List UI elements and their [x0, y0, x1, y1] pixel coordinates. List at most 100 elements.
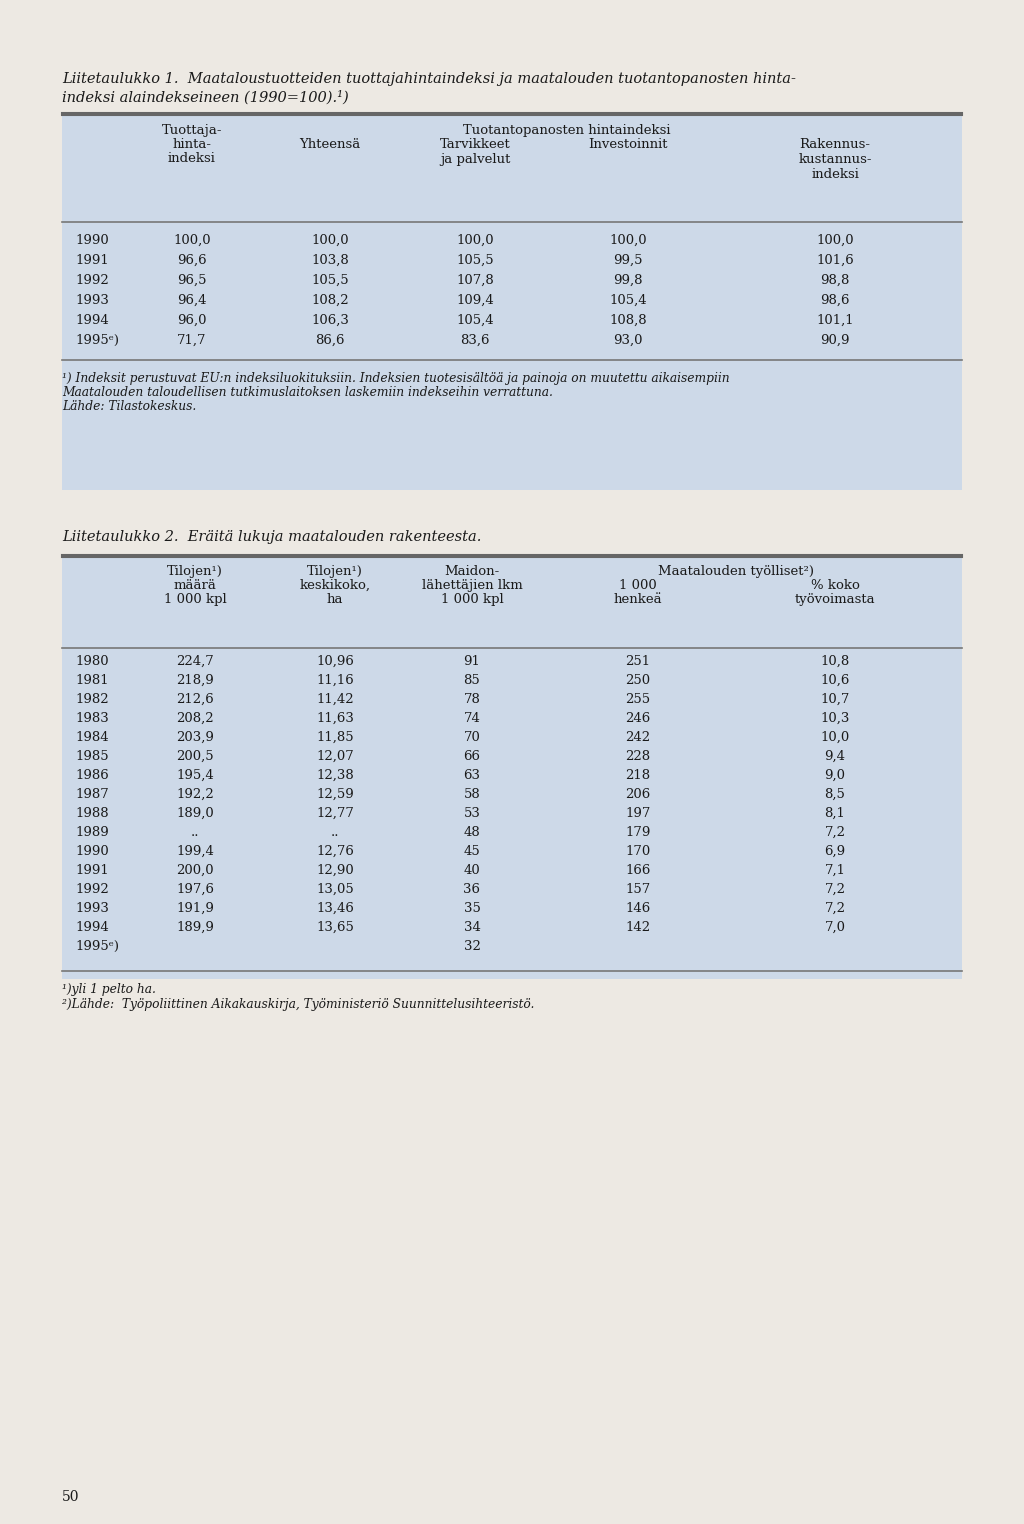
- Text: 179: 179: [626, 826, 650, 840]
- Text: 192,2: 192,2: [176, 788, 214, 802]
- Text: 166: 166: [626, 864, 650, 876]
- Text: 109,4: 109,4: [456, 294, 494, 306]
- Text: 1988: 1988: [75, 808, 109, 820]
- Text: 58: 58: [464, 788, 480, 802]
- Text: 11,16: 11,16: [316, 674, 354, 687]
- Text: 246: 246: [626, 712, 650, 725]
- Text: 170: 170: [626, 844, 650, 858]
- Text: Tuottaja-: Tuottaja-: [162, 123, 222, 137]
- Text: 105,5: 105,5: [456, 255, 494, 267]
- Text: 200,0: 200,0: [176, 864, 214, 876]
- Text: 1993: 1993: [75, 294, 109, 306]
- Text: 255: 255: [626, 693, 650, 706]
- Text: 13,46: 13,46: [316, 902, 354, 914]
- Text: ..: ..: [331, 826, 339, 840]
- Text: 108,2: 108,2: [311, 294, 349, 306]
- Text: 48: 48: [464, 826, 480, 840]
- Text: 108,8: 108,8: [609, 314, 647, 328]
- Text: 1 000 kpl: 1 000 kpl: [164, 593, 226, 607]
- Text: 10,3: 10,3: [820, 712, 850, 725]
- Text: 1983: 1983: [75, 712, 109, 725]
- Text: 203,9: 203,9: [176, 732, 214, 744]
- Text: 7,2: 7,2: [824, 902, 846, 914]
- Text: 218,9: 218,9: [176, 674, 214, 687]
- Text: 189,9: 189,9: [176, 920, 214, 934]
- Text: 250: 250: [626, 674, 650, 687]
- Text: työvoimasta: työvoimasta: [795, 593, 876, 607]
- Text: 66: 66: [464, 750, 480, 764]
- Text: 208,2: 208,2: [176, 712, 214, 725]
- Text: 45: 45: [464, 844, 480, 858]
- Text: 106,3: 106,3: [311, 314, 349, 328]
- Text: 12,77: 12,77: [316, 808, 354, 820]
- Bar: [62, 113, 962, 491]
- Text: hinta-: hinta-: [172, 139, 212, 151]
- Text: 12,38: 12,38: [316, 770, 354, 782]
- Text: 10,96: 10,96: [316, 655, 354, 668]
- Text: 9,4: 9,4: [824, 750, 846, 764]
- Text: 100,0: 100,0: [456, 235, 494, 247]
- Text: 1981: 1981: [75, 674, 109, 687]
- Text: 146: 146: [626, 902, 650, 914]
- Text: 7,2: 7,2: [824, 826, 846, 840]
- Text: ha: ha: [327, 593, 343, 607]
- Text: 1 000 kpl: 1 000 kpl: [440, 593, 504, 607]
- Text: 71,7: 71,7: [177, 334, 207, 347]
- Text: 197,6: 197,6: [176, 882, 214, 896]
- Text: 7,0: 7,0: [824, 920, 846, 934]
- Text: 1991: 1991: [75, 255, 109, 267]
- Text: 86,6: 86,6: [315, 334, 345, 347]
- Text: 12,59: 12,59: [316, 788, 354, 802]
- Text: 11,63: 11,63: [316, 712, 354, 725]
- Text: 100,0: 100,0: [173, 235, 211, 247]
- Text: 40: 40: [464, 864, 480, 876]
- Text: 1 000: 1 000: [620, 579, 656, 591]
- Text: 10,7: 10,7: [820, 693, 850, 706]
- Text: 83,6: 83,6: [460, 334, 489, 347]
- Text: 96,0: 96,0: [177, 314, 207, 328]
- Text: 242: 242: [626, 732, 650, 744]
- Text: 96,4: 96,4: [177, 294, 207, 306]
- Text: 1994: 1994: [75, 314, 109, 328]
- Text: 96,5: 96,5: [177, 274, 207, 287]
- Text: % koko: % koko: [811, 579, 859, 591]
- Text: 10,6: 10,6: [820, 674, 850, 687]
- Text: Tuotantopanosten hintaindeksi: Tuotantopanosten hintaindeksi: [463, 123, 671, 137]
- Text: 10,8: 10,8: [820, 655, 850, 668]
- Text: 34: 34: [464, 920, 480, 934]
- Text: 8,5: 8,5: [824, 788, 846, 802]
- Text: Tilojen¹): Tilojen¹): [307, 565, 362, 578]
- Text: 218: 218: [626, 770, 650, 782]
- Text: 251: 251: [626, 655, 650, 668]
- Text: Maatalouden taloudellisen tutkimuslaitoksen laskemiin indekseihin verrattuna.: Maatalouden taloudellisen tutkimuslaitok…: [62, 386, 553, 399]
- Text: henkeä: henkeä: [613, 593, 663, 607]
- Text: 1991: 1991: [75, 864, 109, 876]
- Text: 157: 157: [626, 882, 650, 896]
- Text: 103,8: 103,8: [311, 255, 349, 267]
- Text: 199,4: 199,4: [176, 844, 214, 858]
- Text: 9,0: 9,0: [824, 770, 846, 782]
- Text: 74: 74: [464, 712, 480, 725]
- Text: Investoinnit: Investoinnit: [588, 139, 668, 151]
- Text: 6,9: 6,9: [824, 844, 846, 858]
- Text: Maatalouden työlliset²): Maatalouden työlliset²): [658, 565, 814, 578]
- Text: keskikoko,: keskikoko,: [299, 579, 371, 591]
- Text: 12,76: 12,76: [316, 844, 354, 858]
- Text: 99,8: 99,8: [613, 274, 643, 287]
- Text: 100,0: 100,0: [816, 235, 854, 247]
- Text: Lähde: Tilastokeskus.: Lähde: Tilastokeskus.: [62, 399, 197, 413]
- Text: 99,5: 99,5: [613, 255, 643, 267]
- Text: 1984: 1984: [75, 732, 109, 744]
- Text: 1992: 1992: [75, 274, 109, 287]
- Text: lähettäjien lkm: lähettäjien lkm: [422, 579, 522, 591]
- Text: Yhteensä: Yhteensä: [299, 139, 360, 151]
- Text: 98,6: 98,6: [820, 294, 850, 306]
- Text: 195,4: 195,4: [176, 770, 214, 782]
- Text: 1986: 1986: [75, 770, 109, 782]
- Text: 1994: 1994: [75, 920, 109, 934]
- Text: määrä: määrä: [173, 579, 216, 591]
- Text: 11,85: 11,85: [316, 732, 354, 744]
- Text: 107,8: 107,8: [456, 274, 494, 287]
- Text: Rakennus-
kustannus-
indeksi: Rakennus- kustannus- indeksi: [799, 139, 871, 181]
- Text: Tarvikkeet
ja palvelut: Tarvikkeet ja palvelut: [439, 139, 510, 166]
